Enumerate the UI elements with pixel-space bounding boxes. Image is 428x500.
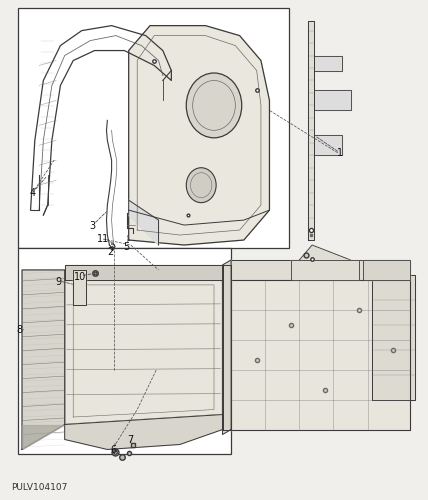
Polygon shape <box>231 280 410 430</box>
Polygon shape <box>363 260 410 280</box>
Text: 3: 3 <box>89 221 95 231</box>
Polygon shape <box>314 56 342 70</box>
Polygon shape <box>223 265 231 430</box>
Text: 1: 1 <box>337 148 343 158</box>
Text: 7: 7 <box>128 436 134 446</box>
Polygon shape <box>308 20 314 240</box>
Ellipse shape <box>186 73 242 138</box>
Text: 10: 10 <box>74 272 86 282</box>
Polygon shape <box>372 275 414 400</box>
Text: 8: 8 <box>16 325 23 335</box>
Text: 2: 2 <box>107 248 114 258</box>
Polygon shape <box>22 270 65 450</box>
Polygon shape <box>65 414 223 450</box>
Polygon shape <box>65 280 223 424</box>
Polygon shape <box>314 90 351 110</box>
Polygon shape <box>129 200 158 245</box>
Text: 5: 5 <box>123 242 130 252</box>
Text: 9: 9 <box>55 278 61 287</box>
Polygon shape <box>314 136 342 156</box>
Polygon shape <box>73 270 86 305</box>
Polygon shape <box>129 26 270 245</box>
Text: 4: 4 <box>30 188 36 198</box>
Polygon shape <box>299 245 351 270</box>
Bar <box>18 248 231 454</box>
Polygon shape <box>23 426 64 450</box>
Text: PULV104107: PULV104107 <box>12 483 68 492</box>
Polygon shape <box>291 260 359 280</box>
Polygon shape <box>65 265 223 280</box>
Text: 11: 11 <box>97 234 109 244</box>
Polygon shape <box>231 260 410 280</box>
Bar <box>18 8 288 248</box>
Ellipse shape <box>186 168 216 202</box>
Polygon shape <box>223 260 231 434</box>
Text: 6: 6 <box>111 446 117 456</box>
